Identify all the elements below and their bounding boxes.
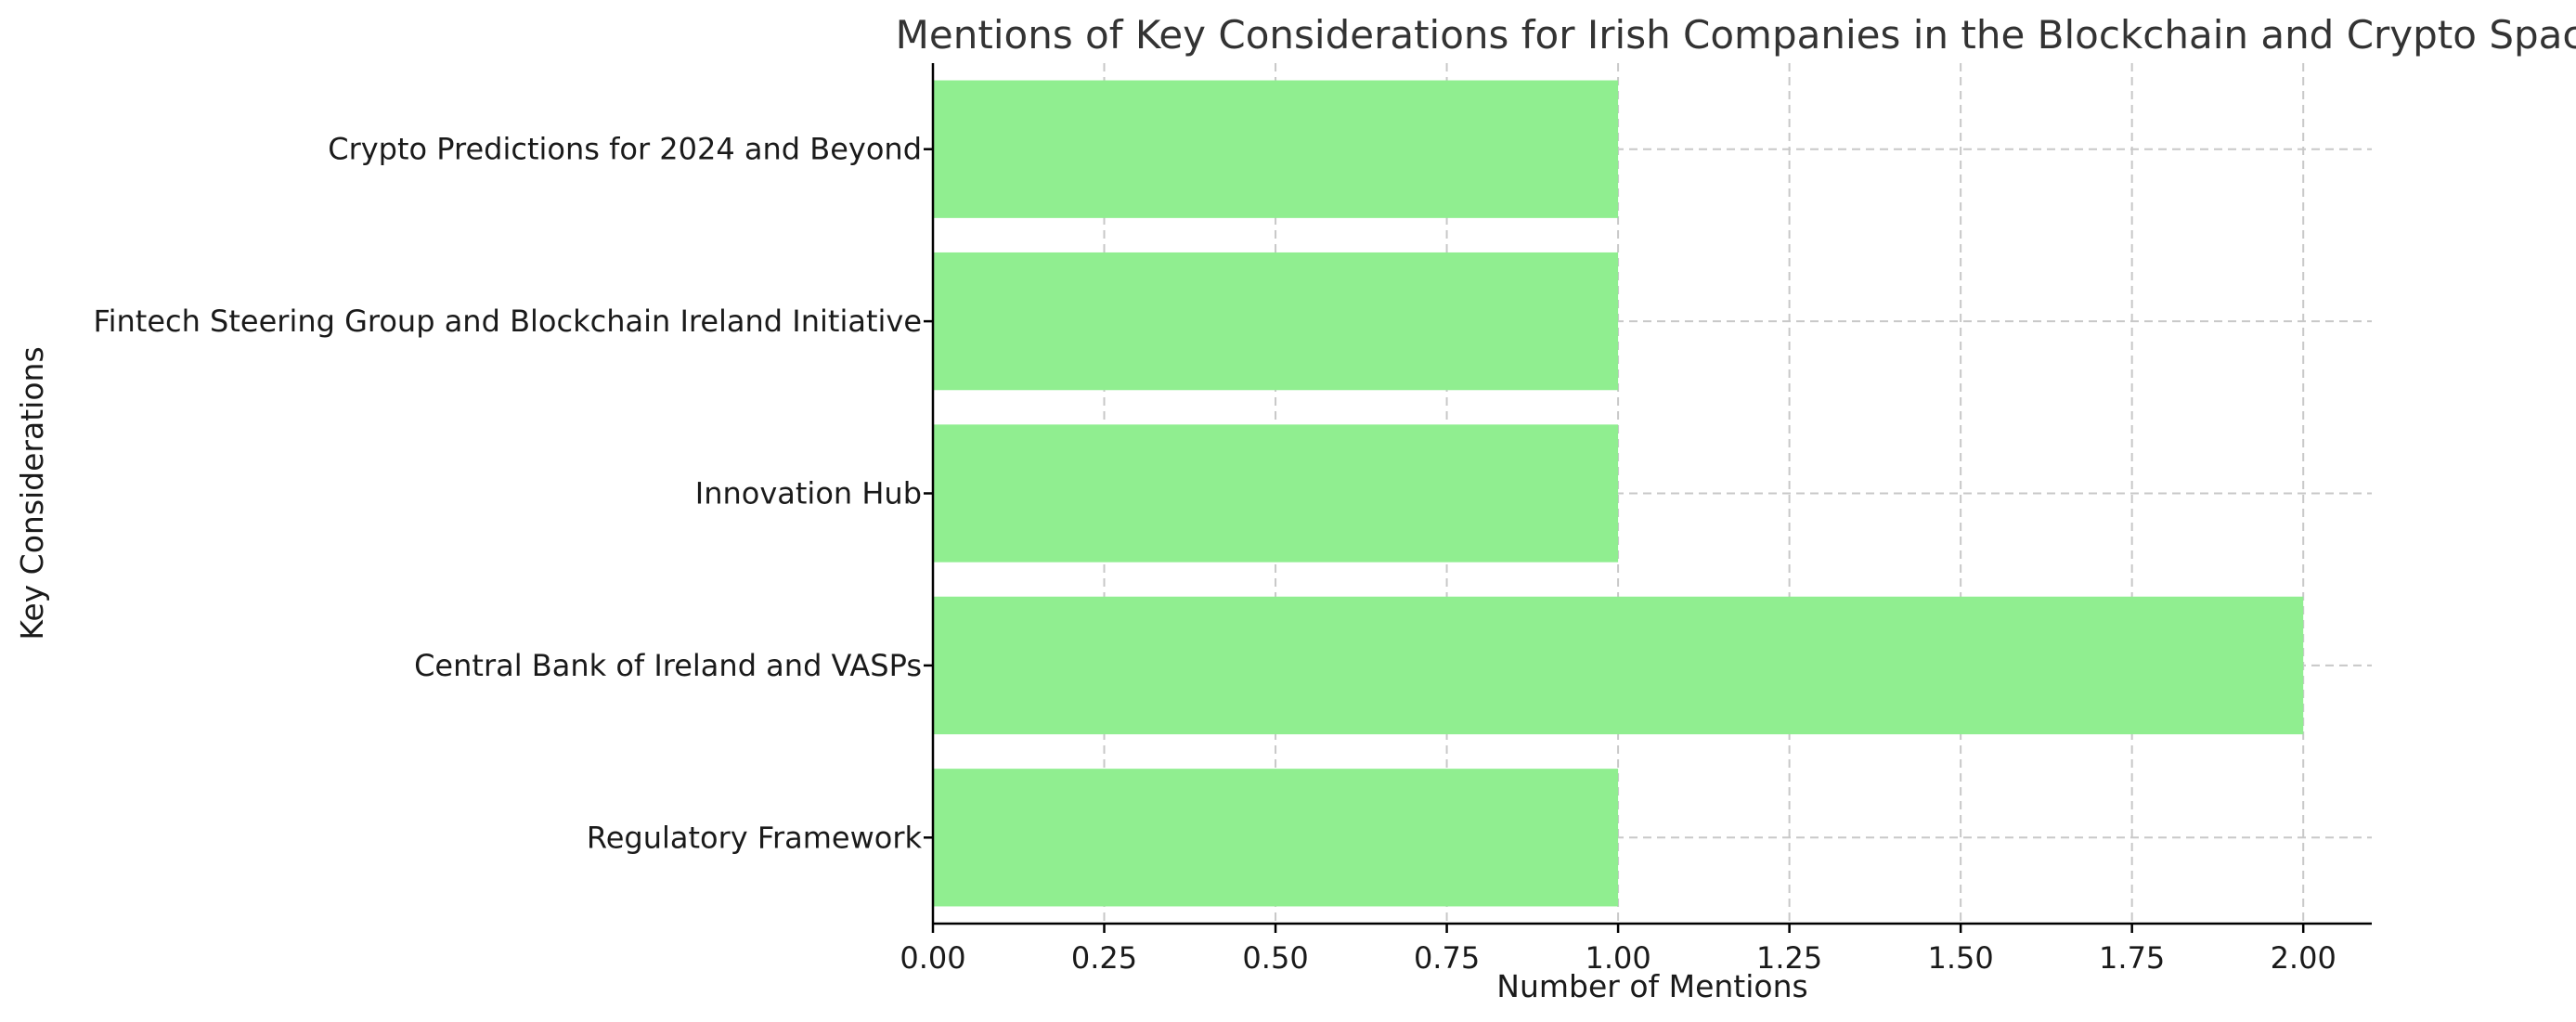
y-tick-label: Regulatory Framework [587,820,923,855]
bar [933,596,2304,735]
x-axis-label: Number of Mentions [1496,968,1807,1004]
y-tick-label: Central Bank of Ireland and VASPs [414,648,922,683]
y-axis-label: Key Considerations [14,346,50,640]
chart-title: Mentions of Key Considerations for Irish… [896,12,2576,58]
bars [933,80,2304,907]
x-tick-label: 0.50 [1242,940,1308,976]
bar [933,424,1619,563]
x-tick-label: 0.75 [1414,940,1480,976]
x-tick-label: 1.75 [2099,940,2165,976]
y-tick-label: Innovation Hub [695,476,922,511]
y-ticks: Regulatory Framework Central Bank of Irel… [94,132,933,855]
bar [933,769,1619,907]
bar [933,252,1619,391]
x-tick-label: 2.00 [2271,940,2337,976]
x-tick-label: 0.25 [1071,940,1137,976]
x-ticks: 0.00 0.25 0.50 0.75 1.00 1.25 1.50 1.75 2.00 [900,924,2337,976]
y-tick-label: Fintech Steering Group and Blockchain Ir… [94,304,922,339]
x-tick-label: 1.00 [1585,940,1650,976]
x-tick-label: 1.50 [1928,940,1994,976]
x-tick-label: 1.25 [1756,940,1822,976]
x-tick-label: 0.00 [900,940,965,976]
y-tick-label: Crypto Predictions for 2024 and Beyond [328,132,922,167]
bar [933,80,1619,218]
